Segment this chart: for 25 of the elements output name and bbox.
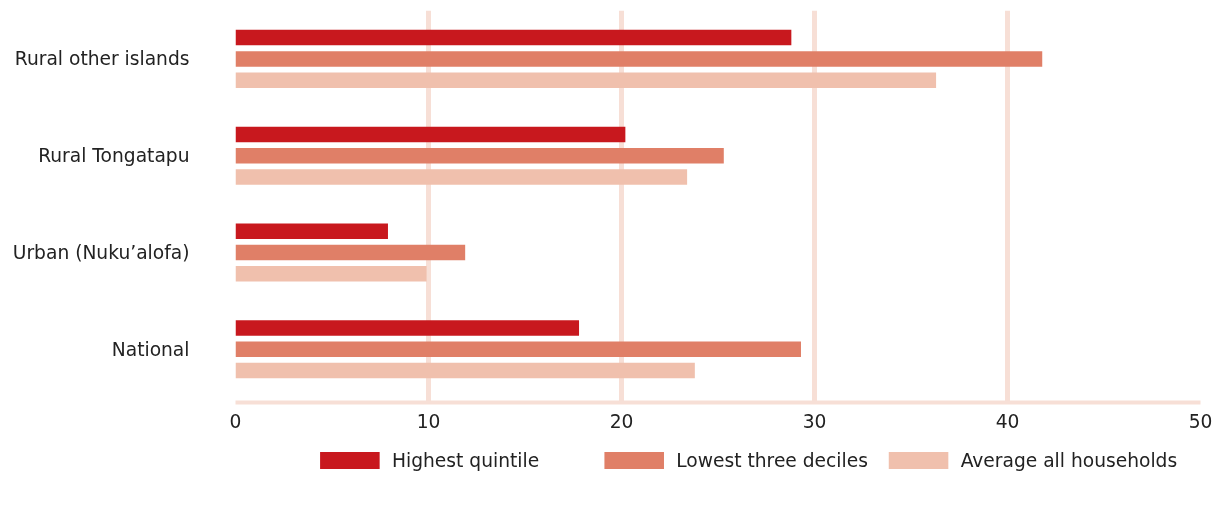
legend-label: Lowest three deciles bbox=[676, 450, 868, 471]
bar bbox=[235, 147, 724, 164]
x-tick-label: 30 bbox=[802, 410, 827, 432]
x-tick-label: 50 bbox=[1188, 410, 1213, 432]
bar bbox=[235, 29, 792, 46]
bar bbox=[235, 126, 626, 143]
x-tick-label: 20 bbox=[609, 410, 634, 432]
x-tick-label: 40 bbox=[995, 410, 1020, 432]
bar bbox=[235, 223, 388, 239]
x-tick-label: 0 bbox=[229, 410, 242, 432]
bar bbox=[235, 72, 937, 88]
bar bbox=[235, 341, 801, 358]
bar bbox=[235, 169, 688, 185]
bar bbox=[235, 51, 1043, 67]
bar bbox=[235, 244, 466, 261]
bar bbox=[235, 266, 427, 282]
bar bbox=[235, 362, 695, 379]
y-tick-label: National bbox=[111, 338, 190, 360]
legend-label: Highest quintile bbox=[391, 450, 540, 471]
x-tick-label: 10 bbox=[416, 410, 441, 432]
y-tick-label: Urban (Nuku’alofa) bbox=[12, 241, 190, 263]
y-tick-label: Rural Tongatapu bbox=[38, 145, 190, 167]
legend-label: Average all households bbox=[960, 450, 1178, 471]
bar bbox=[235, 320, 580, 336]
y-tick-label: Rural other islands bbox=[14, 48, 190, 70]
